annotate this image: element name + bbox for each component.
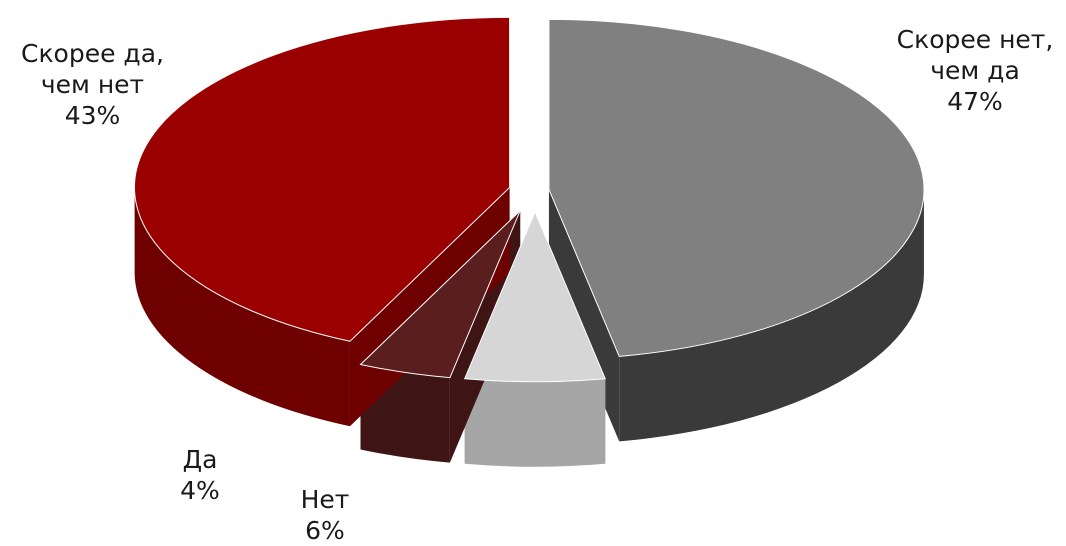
slice-0-side-wall-0: [619, 189, 924, 442]
slice-2-top: [359, 210, 521, 379]
label-da: Да 4%: [180, 445, 220, 505]
pie-tops: [134, 16, 925, 383]
slice-3-top: [134, 16, 511, 342]
label-skoree-net: Скорее нет, чем да 47%: [896, 25, 1054, 116]
slice-0-top: [548, 18, 925, 357]
slice-1-side-wall-0: [464, 378, 606, 467]
label-skoree-da: Скорее да, чем нет 43%: [21, 39, 164, 130]
label-net: Нет 6%: [300, 485, 350, 545]
slice-1-top: [463, 210, 606, 383]
